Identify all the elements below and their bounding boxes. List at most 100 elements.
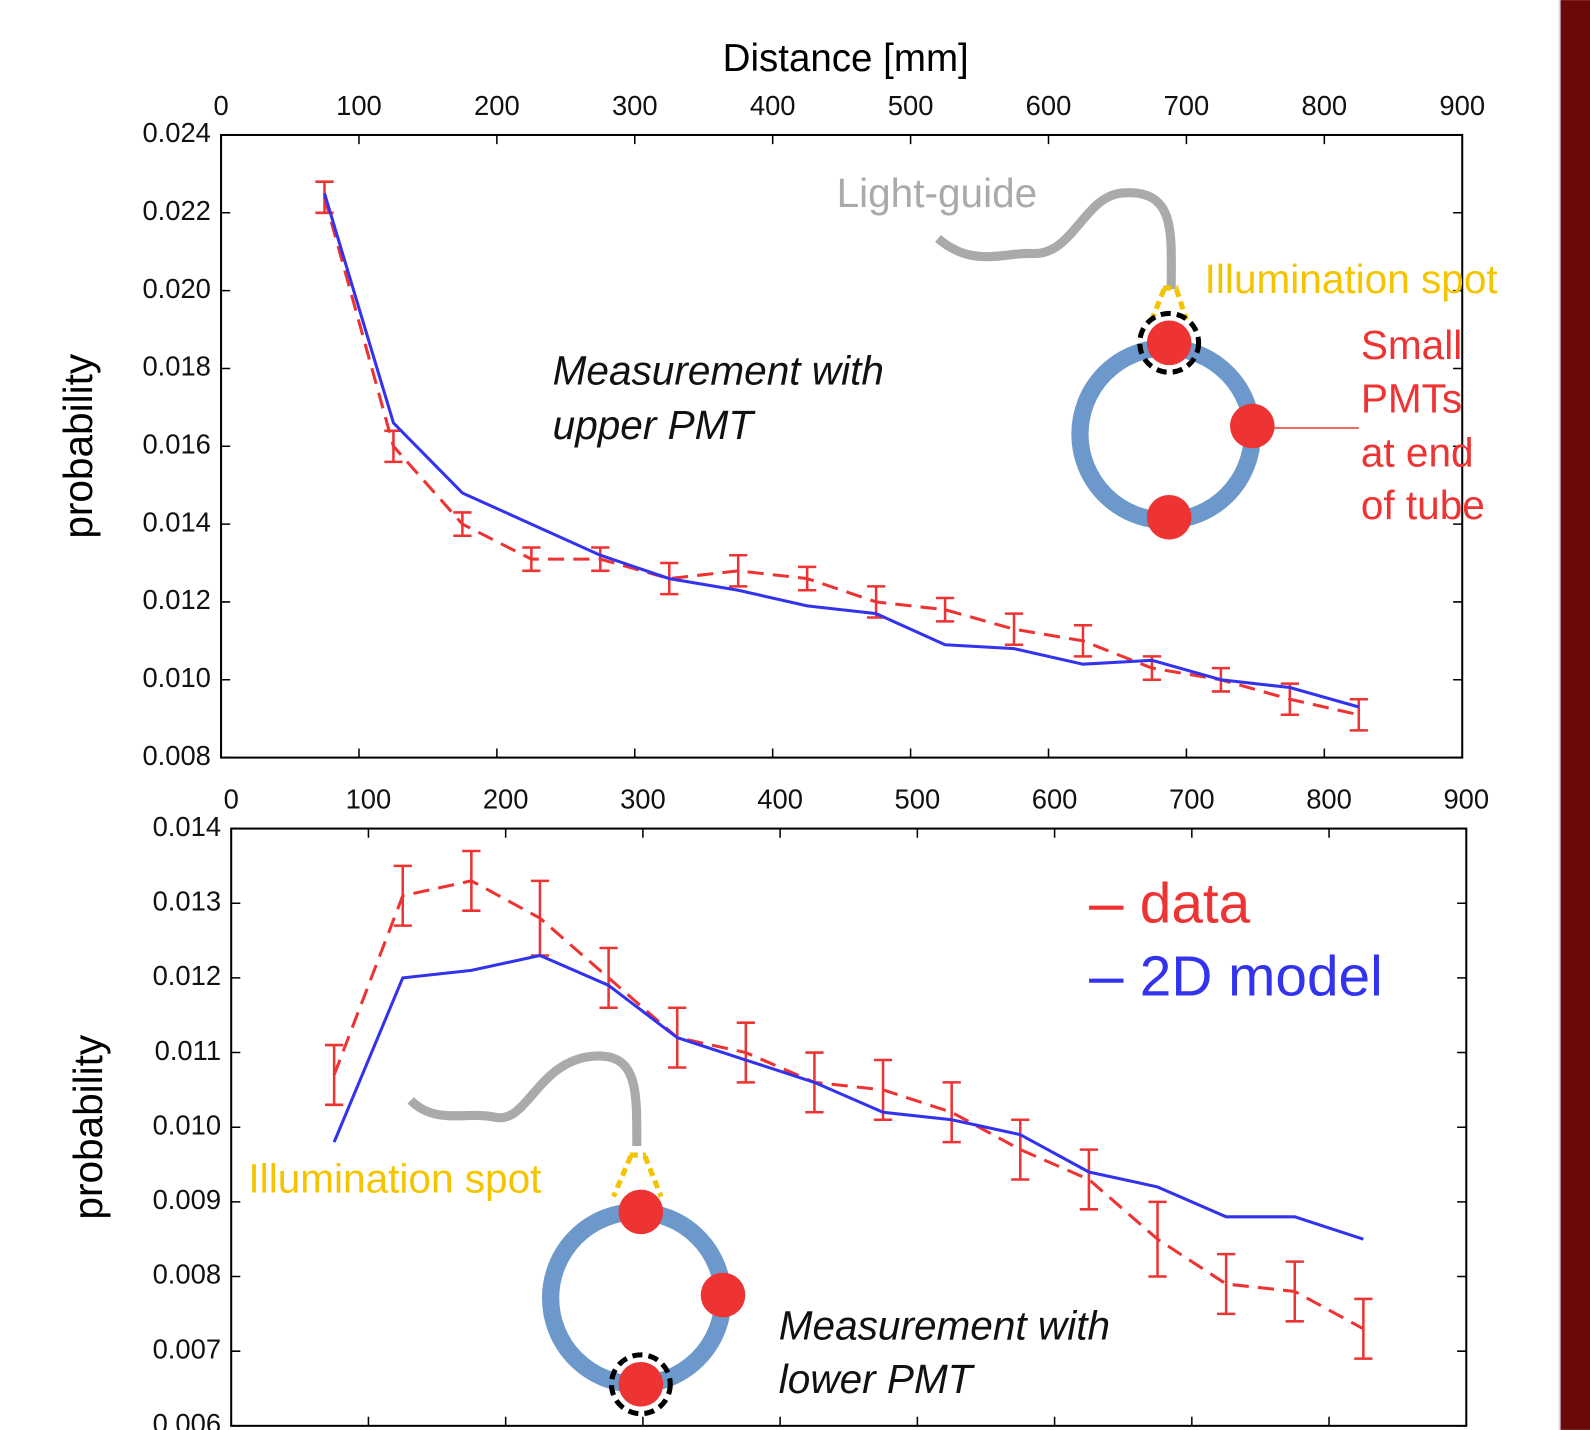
y-axis-title: probability [55,353,101,539]
error-bar [1073,624,1093,658]
y-tick-label: 0.012 [142,584,210,615]
x-axis-title: Distance [mm] [723,37,969,80]
pmt [1146,320,1192,366]
y-tick-label: 0.020 [142,273,210,304]
x-tick-label: 600 [1026,90,1072,121]
y-tick-label: 0.014 [153,811,221,842]
error-bar [935,596,955,623]
illumination-cone [1149,285,1189,321]
annotation: Illumination spot [248,1155,541,1201]
y-tick-label: 0.007 [153,1333,221,1364]
error-bar [591,546,610,573]
series-line [332,953,1364,1241]
y-tick-label: 0.006 [153,1408,221,1430]
y-tick-label: 0.008 [142,740,210,771]
light-guide [935,188,1176,290]
error-bar [522,546,541,573]
y-tick-label: 0.018 [142,351,210,382]
y-tick-label: 0.009 [153,1184,221,1215]
y-tick-label: 0.008 [153,1259,221,1290]
error-bar [1004,612,1024,647]
error-bar [1011,1118,1030,1181]
x-tick-label: 500 [888,90,934,121]
error-bar [393,864,412,927]
illumination-cone [611,1152,664,1198]
annotation-line: upper PMT [553,402,757,448]
annotation-line: Light-guide [837,170,1038,216]
x-tick-label: 200 [474,90,520,121]
y-tick-label: 0.010 [153,1109,221,1140]
error-bar [1354,1297,1373,1360]
annotation-line: Illumination spot [1205,256,1498,302]
x-tick-label: 200 [483,783,529,814]
x-tick-label: 100 [346,783,392,814]
y-tick-label: 0.013 [153,885,221,916]
error-bar [736,1021,755,1084]
lower-diagram [407,1051,746,1417]
x-tick-label: 700 [1169,783,1215,814]
error-bar [1217,1252,1236,1316]
x-tick-label: 900 [1439,90,1485,121]
x-tick-label: 600 [1032,783,1078,814]
series-line [332,879,1365,1331]
y-tick-label: 0.022 [142,195,210,226]
y-tick-label: 0.011 [155,1035,221,1066]
error-bar [1285,1260,1304,1323]
pmt [1230,403,1275,449]
annotation-line: Small [1361,322,1462,368]
series-line [323,192,1360,709]
error-bar [729,553,748,588]
y-tick-label: 0.016 [142,429,210,460]
x-tick-label: 0 [224,783,239,814]
x-tick-label: 100 [336,90,382,121]
error-bar [798,565,817,592]
error-bar [1349,697,1368,732]
plot-area [220,133,1464,759]
annotation-line: Illumination spot [248,1155,541,1201]
y-tick-label: 0.024 [142,117,210,148]
pmt [700,1272,746,1318]
x-tick-label: 500 [895,783,941,814]
upper-diagram [935,188,1359,540]
x-tick-label: 900 [1443,783,1489,814]
annotation-line: lower PMT [779,1356,976,1402]
y-axis-title: probability [65,1034,111,1220]
pmt [618,1189,664,1235]
slide-border [1559,0,1590,1430]
annotation: Small PMTs at end of tube [1361,322,1485,528]
selected-pmt-marker [608,1352,673,1417]
error-bar [453,511,472,538]
x-tick-label: 300 [620,783,666,814]
annotation-line: Measurement with [779,1302,1110,1348]
pmt [618,1361,664,1407]
x-tick-label: 800 [1306,783,1352,814]
annotation-line: Measurement with [553,347,884,393]
x-tick-label: 400 [750,90,796,121]
annotation-line: PMTs [1361,375,1462,421]
error-bar [1079,1148,1099,1211]
annotation: Measurement with upper PMT [553,347,896,448]
pmt [1146,494,1192,540]
error-bar [1148,1200,1167,1278]
x-tick-label: 800 [1301,90,1347,121]
y-tick-label: 0.010 [142,662,210,693]
error-bar [873,1058,893,1122]
annotation: Light-guide [837,170,1038,216]
x-tick-label: 700 [1164,90,1210,121]
plot-area [230,827,1468,1427]
annotation: Measurement with lower PMT [779,1302,1122,1402]
annotation: Illumination spot [1205,256,1498,302]
selected-pmt-marker [1137,310,1202,375]
error-bar [599,946,618,1010]
x-tick-label: 0 [213,90,228,121]
annotation-line: of tube [1361,482,1485,528]
y-tick-label: 0.014 [142,506,210,537]
error-bar [324,1043,344,1107]
legend-label: 2D model [1140,946,1383,1009]
error-bar [942,1081,961,1144]
light-guide [407,1051,642,1146]
error-bar [462,849,481,912]
x-tick-label: 400 [757,783,803,814]
